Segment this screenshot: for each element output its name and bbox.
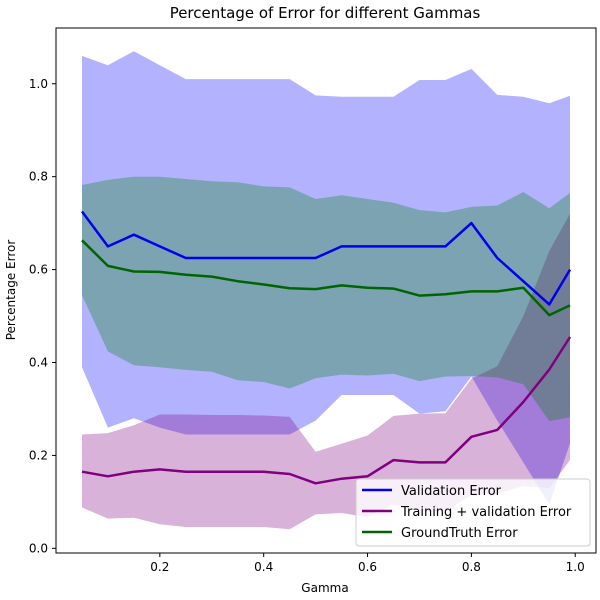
x-tick-label: 0.8	[462, 560, 481, 574]
series-line-2	[81, 239, 571, 317]
y-axis-ticks: 0.0 0.2 0.4 0.6 0.8 1.0	[29, 77, 56, 555]
series-line-1	[81, 336, 572, 485]
confidence-band-1	[82, 213, 570, 530]
legend-label: Training + validation Error	[400, 505, 572, 520]
x-axis-label: Gamma	[301, 581, 348, 595]
x-tick-label: 0.6	[358, 560, 377, 574]
y-tick-label: 0.2	[29, 448, 48, 462]
confidence-band-2	[82, 176, 570, 422]
y-tick-label: 0.4	[29, 356, 48, 370]
legend-label: Validation Error	[401, 484, 502, 499]
series-lines	[80, 210, 572, 485]
x-axis-ticks: 0.2 0.4 0.6 0.8 1.0	[150, 553, 585, 574]
confidence-bands	[82, 51, 570, 530]
y-tick-label: 0.0	[29, 541, 48, 555]
y-axis-label: Percentage Error	[4, 240, 18, 341]
plot-frame	[55, 27, 597, 554]
legend: Validation Error Training + validation E…	[355, 478, 591, 547]
chart-title: Percentage of Error for different Gammas	[170, 4, 481, 22]
x-tick-label: 0.4	[254, 560, 273, 574]
x-tick-label: 0.2	[150, 560, 169, 574]
x-tick-label: 1.0	[566, 560, 585, 574]
y-tick-label: 0.6	[29, 263, 48, 277]
legend-box	[355, 478, 591, 547]
series-line-0	[80, 210, 572, 306]
legend-label: GroundTruth Error	[401, 526, 518, 541]
y-tick-label: 0.8	[29, 170, 48, 184]
confidence-band-0	[82, 51, 570, 505]
y-tick-label: 1.0	[29, 77, 48, 91]
